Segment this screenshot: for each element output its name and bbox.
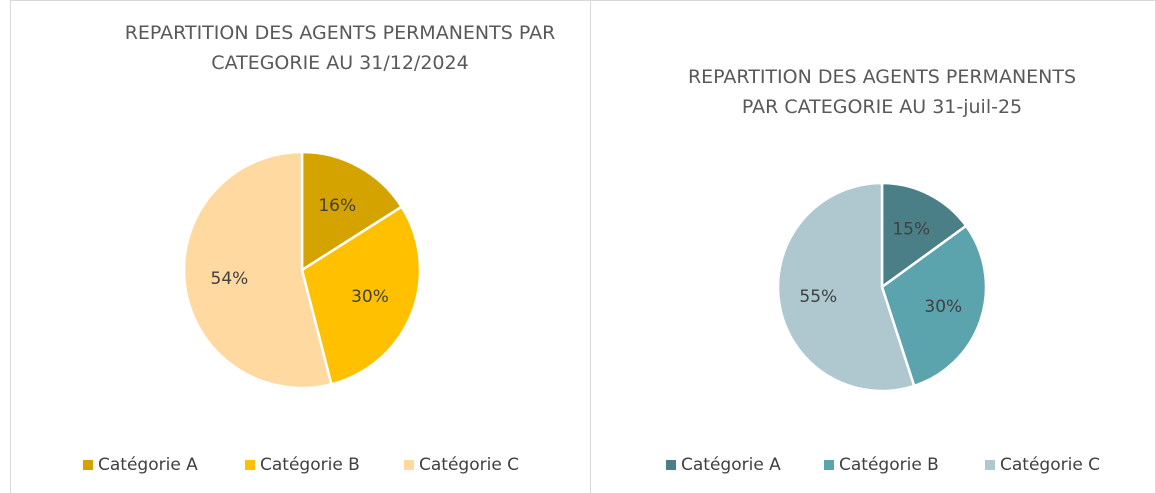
legend-label: Catégorie B (260, 455, 360, 475)
data-label: 54% (211, 269, 249, 289)
pie-slice (776, 181, 916, 393)
legend-swatch (404, 460, 414, 470)
chart-title: REPARTITION DES AGENTS PERMANENTS PAR CA… (124, 22, 556, 74)
legend-swatch (824, 460, 834, 470)
legend-label: Catégorie C (1000, 455, 1100, 475)
pie-slice (300, 150, 404, 273)
legend-swatch (245, 460, 255, 470)
data-label: 30% (351, 287, 389, 307)
chart-title: REPARTITION DES AGENTS PERMANENTS PAR CA… (687, 66, 1077, 118)
pie-slice (182, 150, 333, 390)
data-label: 15% (892, 220, 930, 240)
pie-slice (880, 224, 988, 388)
pie-slice (880, 181, 968, 290)
legend-swatch (83, 460, 93, 470)
legend-label: Catégorie C (419, 455, 519, 475)
data-label: 30% (924, 297, 962, 317)
pie-slice (300, 205, 422, 386)
legend-swatch (666, 460, 676, 470)
data-label: 16% (318, 196, 356, 216)
data-label: 55% (799, 287, 837, 307)
legend-label: Catégorie A (98, 455, 198, 475)
legend-swatch (985, 460, 995, 470)
legend-label: Catégorie A (681, 455, 781, 475)
legend-label: Catégorie B (839, 455, 939, 475)
